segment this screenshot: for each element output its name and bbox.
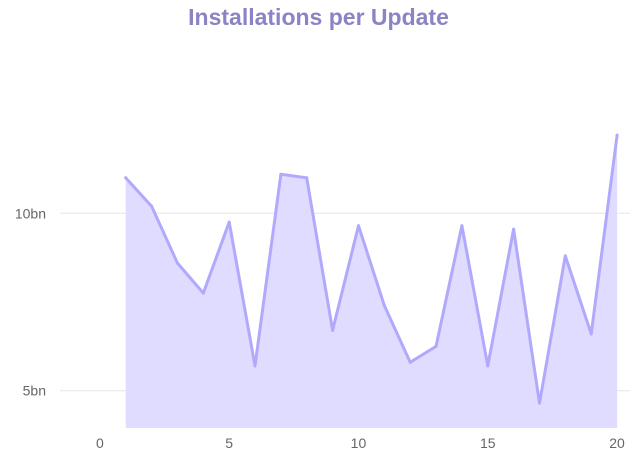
data-point xyxy=(331,328,335,332)
series-area-fill xyxy=(125,135,618,428)
x-axis-ticks: 0 5 10 15 20 xyxy=(96,435,625,451)
y-tick-label: 10bn xyxy=(15,205,46,221)
data-point xyxy=(434,344,438,348)
data-point xyxy=(408,360,412,364)
x-tick-label: 10 xyxy=(351,435,367,451)
data-point xyxy=(512,227,516,231)
data-point xyxy=(279,172,283,176)
data-point xyxy=(201,291,205,295)
data-point xyxy=(305,176,309,180)
data-point xyxy=(460,224,464,228)
x-tick-label: 15 xyxy=(480,435,496,451)
x-tick-label: 20 xyxy=(609,435,625,451)
data-point xyxy=(124,176,128,180)
data-point xyxy=(615,133,619,137)
data-point xyxy=(589,332,593,336)
data-point xyxy=(253,364,257,368)
y-tick-label: 5bn xyxy=(23,383,46,399)
data-point xyxy=(356,224,360,228)
data-point xyxy=(175,261,179,265)
series-line xyxy=(124,133,619,405)
chart-title: Installations per Update xyxy=(188,4,449,30)
data-point xyxy=(382,304,386,308)
data-point xyxy=(150,204,154,208)
x-tick-label: 0 xyxy=(96,435,104,451)
data-point xyxy=(227,220,231,224)
area-series xyxy=(124,133,619,428)
y-axis-ticks: 5bn 10bn xyxy=(15,205,46,398)
data-point xyxy=(563,254,567,258)
data-point xyxy=(537,401,541,405)
x-tick-label: 5 xyxy=(225,435,233,451)
data-point xyxy=(486,364,490,368)
